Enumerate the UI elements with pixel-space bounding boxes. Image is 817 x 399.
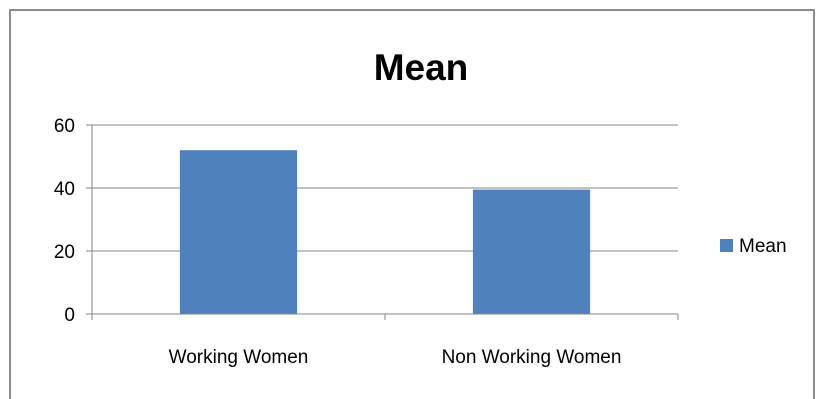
- y-tick-label-40: 40: [54, 179, 75, 200]
- y-tick-label-0: 0: [64, 305, 75, 326]
- legend-label-mean: Mean: [739, 236, 787, 257]
- legend: Mean: [720, 236, 787, 257]
- y-tick-label-60: 60: [54, 116, 75, 137]
- x-category-label-non-working-women: Non Working Women: [442, 347, 622, 368]
- legend-swatch: [720, 239, 733, 252]
- bar-working-women: [179, 150, 298, 314]
- x-category-labels: Working Women Non Working Women: [169, 347, 622, 368]
- bar-non-working-women: [472, 189, 591, 314]
- bars: [179, 150, 591, 314]
- y-tick-labels: 0 20 40 60: [54, 116, 75, 326]
- chart-title: Mean: [374, 47, 469, 88]
- chart-frame: [9, 9, 815, 399]
- x-category-label-working-women: Working Women: [169, 347, 309, 368]
- axes: [86, 124, 679, 320]
- y-tick-label-20: 20: [54, 242, 75, 263]
